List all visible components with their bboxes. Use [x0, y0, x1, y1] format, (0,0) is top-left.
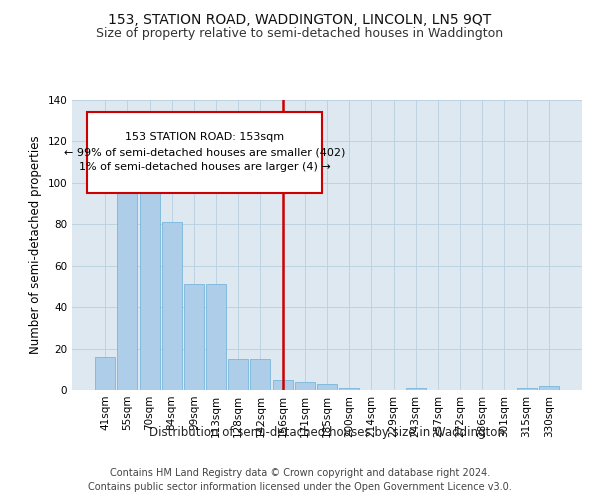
FancyBboxPatch shape — [88, 112, 322, 193]
Text: 153, STATION ROAD, WADDINGTON, LINCOLN, LN5 9QT: 153, STATION ROAD, WADDINGTON, LINCOLN, … — [109, 12, 491, 26]
Y-axis label: Number of semi-detached properties: Number of semi-detached properties — [29, 136, 42, 354]
Bar — [206, 284, 226, 390]
Bar — [140, 152, 160, 390]
Bar — [162, 222, 182, 390]
Text: Distribution of semi-detached houses by size in Waddington: Distribution of semi-detached houses by … — [149, 426, 505, 439]
Text: Contains public sector information licensed under the Open Government Licence v3: Contains public sector information licen… — [88, 482, 512, 492]
Bar — [317, 384, 337, 390]
Bar — [184, 284, 204, 390]
Bar — [295, 382, 315, 390]
Bar — [118, 150, 137, 390]
Bar — [272, 380, 293, 390]
Bar — [339, 388, 359, 390]
Bar — [517, 388, 536, 390]
Bar — [228, 359, 248, 390]
Bar — [95, 357, 115, 390]
Text: Size of property relative to semi-detached houses in Waddington: Size of property relative to semi-detach… — [97, 28, 503, 40]
Bar — [406, 388, 426, 390]
Bar — [250, 359, 271, 390]
Text: 153 STATION ROAD: 153sqm
← 99% of semi-detached houses are smaller (402)
1% of s: 153 STATION ROAD: 153sqm ← 99% of semi-d… — [64, 132, 345, 172]
Text: Contains HM Land Registry data © Crown copyright and database right 2024.: Contains HM Land Registry data © Crown c… — [110, 468, 490, 477]
Bar — [539, 386, 559, 390]
